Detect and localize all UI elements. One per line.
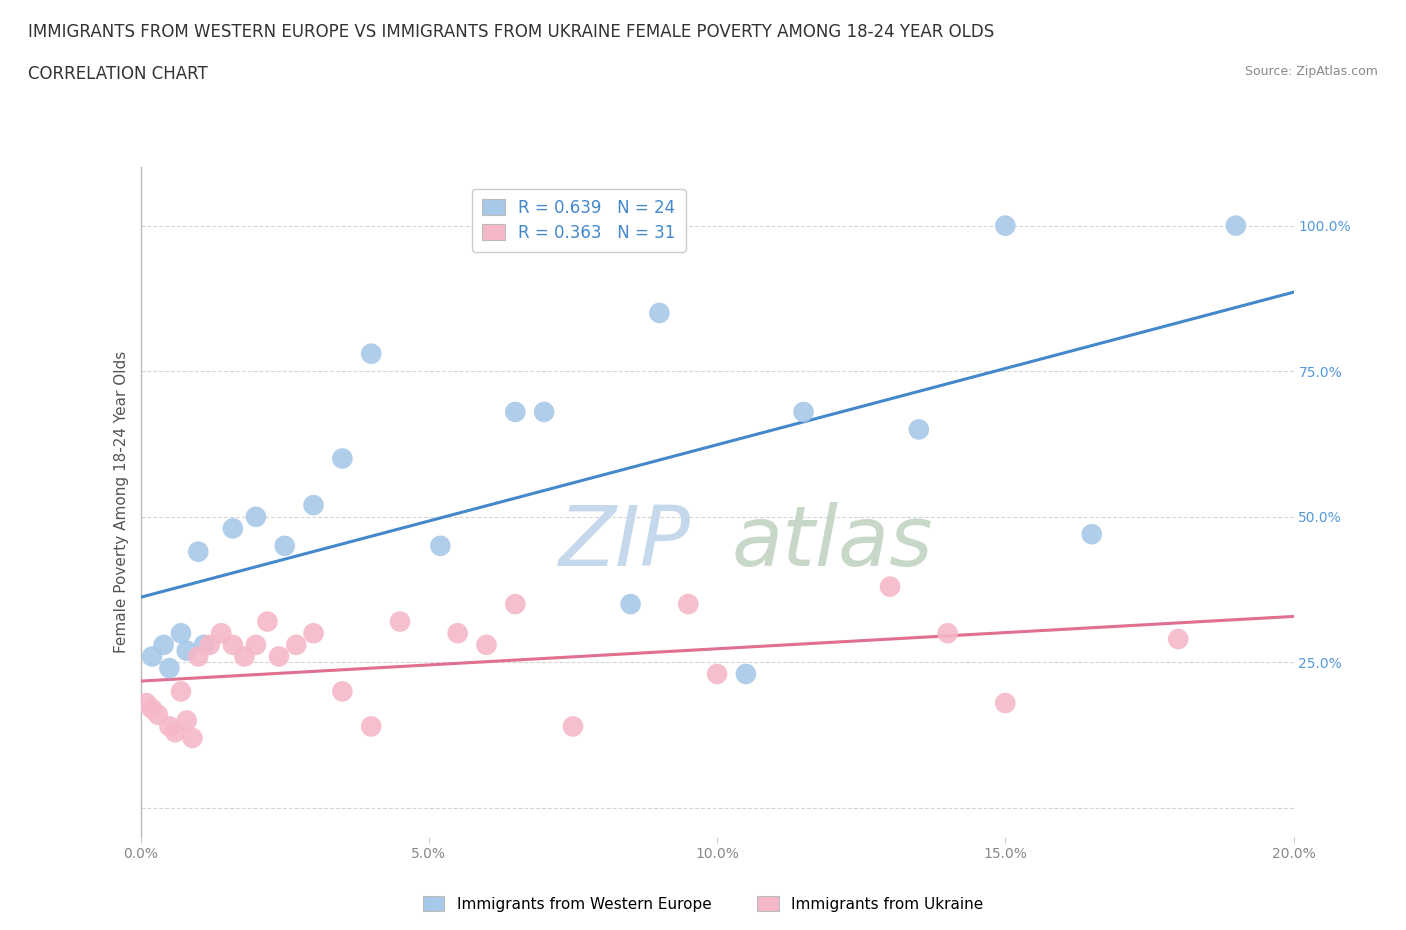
Point: [505, 597, 527, 612]
Point: [222, 637, 245, 652]
Point: [159, 719, 180, 734]
Legend: Immigrants from Western Europe, Immigrants from Ukraine: Immigrants from Western Europe, Immigran…: [416, 890, 990, 918]
Point: [505, 405, 527, 419]
Text: CORRELATION CHART: CORRELATION CHART: [28, 65, 208, 83]
Point: [648, 306, 671, 321]
Point: [193, 637, 215, 652]
Point: [187, 649, 209, 664]
Point: [1081, 526, 1104, 541]
Point: [176, 713, 198, 728]
Point: [222, 521, 245, 536]
Text: ZIP: ZIP: [558, 502, 690, 583]
Point: [360, 719, 382, 734]
Point: [302, 626, 325, 641]
Point: [152, 637, 174, 652]
Point: [165, 724, 187, 739]
Point: [170, 626, 193, 641]
Point: [274, 538, 297, 553]
Point: [135, 696, 157, 711]
Point: [447, 626, 470, 641]
Point: [187, 544, 209, 559]
Text: IMMIGRANTS FROM WESTERN EUROPE VS IMMIGRANTS FROM UKRAINE FEMALE POVERTY AMONG 1: IMMIGRANTS FROM WESTERN EUROPE VS IMMIGR…: [28, 23, 994, 41]
Point: [170, 684, 193, 698]
Point: [141, 701, 163, 716]
Point: [141, 649, 163, 664]
Point: [994, 219, 1017, 233]
Point: [1167, 631, 1189, 646]
Point: [706, 667, 728, 682]
Point: [994, 696, 1017, 711]
Point: [908, 422, 931, 437]
Point: [429, 538, 451, 553]
Point: [209, 626, 232, 641]
Point: [360, 346, 382, 361]
Point: [562, 719, 585, 734]
Point: [793, 405, 815, 419]
Point: [245, 510, 267, 525]
Point: [936, 626, 959, 641]
Point: [678, 597, 700, 612]
Point: [1225, 219, 1247, 233]
Point: [302, 498, 325, 512]
Point: [245, 637, 267, 652]
Point: [233, 649, 256, 664]
Point: [159, 660, 180, 675]
Text: atlas: atlas: [731, 502, 934, 583]
Point: [146, 708, 169, 723]
Point: [332, 451, 354, 466]
Point: [267, 649, 290, 664]
Point: [176, 644, 198, 658]
Point: [388, 614, 412, 629]
Point: [332, 684, 354, 698]
Point: [533, 405, 555, 419]
Point: [285, 637, 308, 652]
Point: [879, 579, 901, 594]
Point: [475, 637, 498, 652]
Point: [198, 637, 221, 652]
Y-axis label: Female Poverty Among 18-24 Year Olds: Female Poverty Among 18-24 Year Olds: [114, 352, 129, 654]
Point: [181, 731, 204, 746]
Text: Source: ZipAtlas.com: Source: ZipAtlas.com: [1244, 65, 1378, 78]
Point: [256, 614, 278, 629]
Point: [735, 667, 758, 682]
Point: [619, 597, 641, 612]
Legend: R = 0.639   N = 24, R = 0.363   N = 31: R = 0.639 N = 24, R = 0.363 N = 31: [472, 189, 686, 252]
